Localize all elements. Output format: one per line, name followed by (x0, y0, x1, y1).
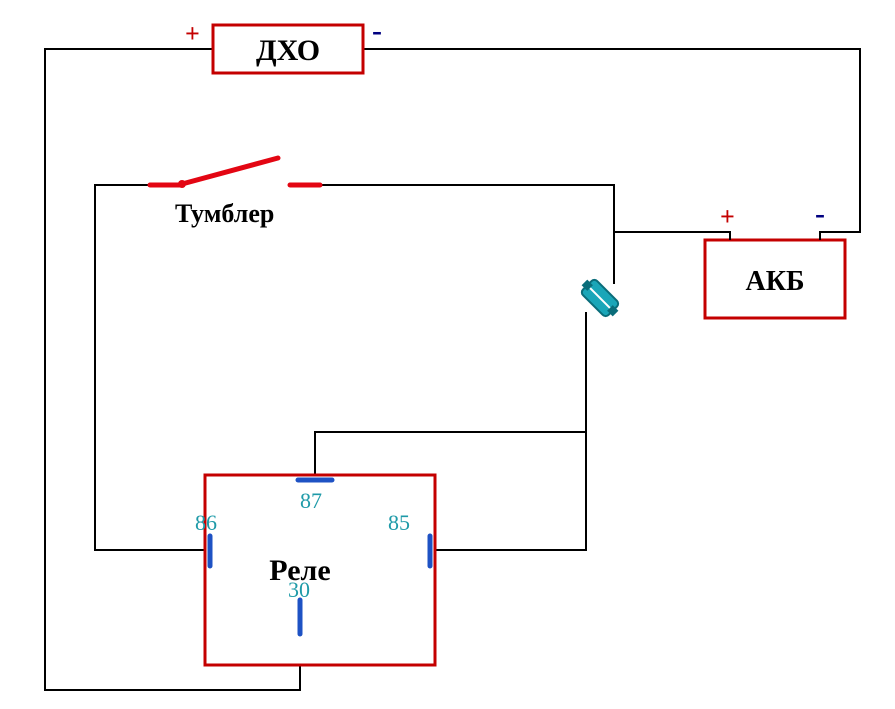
relay-pin-85-label: 85 (388, 510, 410, 535)
dho-label: ДХО (256, 34, 320, 67)
dho-minus: - (372, 14, 382, 47)
battery-label: АКБ (745, 266, 804, 297)
relay-pin-87-label: 87 (300, 488, 322, 513)
akb-plus: + (720, 202, 735, 231)
akb-minus: - (815, 197, 825, 230)
relay-box: Реле 87 86 85 30 (195, 475, 435, 665)
relay-pin-30-label: 30 (288, 577, 310, 602)
switch-label: Тумблер (175, 199, 274, 228)
dho-plus: + (185, 19, 200, 48)
relay-pin-86-label: 86 (195, 510, 217, 535)
circuit-diagram: Тумблер ДХО + - АКБ + - Реле 87 86 85 (0, 0, 895, 709)
